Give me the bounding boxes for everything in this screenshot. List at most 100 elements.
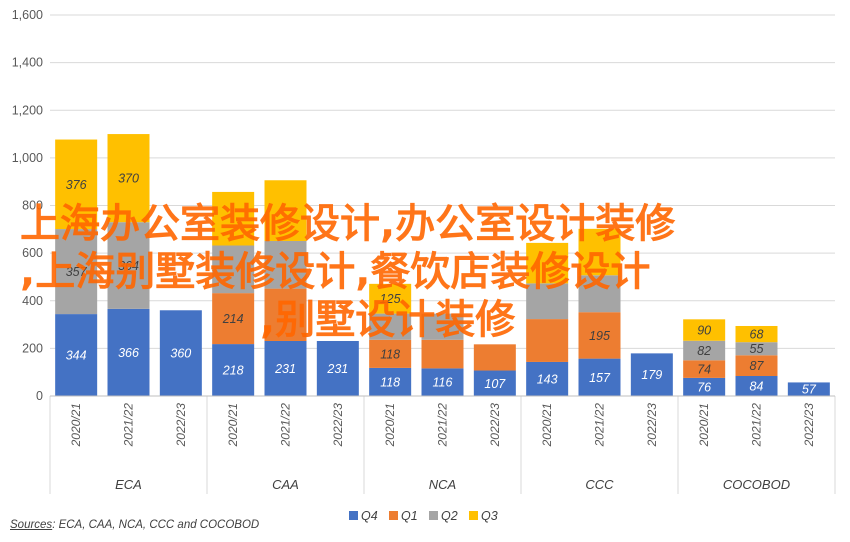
x-tick-label: 2021/22 — [593, 403, 607, 448]
legend-swatch-q4 — [349, 511, 358, 520]
bar-segment-q2 — [369, 313, 412, 340]
data-label: 195 — [589, 329, 610, 343]
bar-segment-q2 — [683, 340, 726, 361]
bar-segment-q3 — [264, 180, 307, 241]
x-tick-label: 2022/23 — [645, 403, 659, 448]
data-label: 366 — [118, 346, 139, 360]
data-label: 116 — [433, 376, 453, 390]
x-tick-label: 2020/21 — [226, 403, 240, 447]
bar-segment-q2 — [212, 245, 255, 294]
y-tick-label: 400 — [22, 294, 43, 308]
legend-swatch-q2 — [429, 511, 438, 520]
bar-segment-q4 — [159, 310, 202, 396]
bar-segment-q1 — [578, 312, 621, 359]
data-label: 360 — [170, 347, 191, 361]
bar-segment-q2 — [264, 240, 307, 289]
group-label: ECA — [115, 477, 142, 492]
bar-segment-q3 — [55, 139, 98, 230]
bar-segment-q4 — [316, 340, 359, 396]
x-tick-label: 2022/23 — [802, 403, 816, 448]
legend-label-q2: Q2 — [441, 509, 458, 523]
y-tick-label: 1,600 — [12, 8, 43, 22]
bar-segment-q2 — [107, 222, 150, 309]
data-label: 370 — [118, 172, 139, 186]
legend-label-q4: Q4 — [361, 509, 378, 523]
y-tick-label: 800 — [22, 199, 43, 213]
y-tick-label: 1,400 — [12, 56, 43, 70]
source-label: Sources — [10, 519, 53, 531]
x-tick-label: 2020/21 — [69, 403, 83, 447]
bar-segment-q4 — [526, 361, 569, 396]
gridlines — [50, 14, 835, 349]
bar-segment-q1 — [473, 344, 516, 371]
bar-segment-q1 — [421, 339, 464, 369]
y-tick-label: 600 — [22, 246, 43, 260]
x-tick-label: 2022/23 — [488, 403, 502, 448]
bar-segment-q1 — [735, 355, 778, 376]
data-label: 364 — [118, 259, 139, 273]
bar-segment-q1 — [264, 288, 307, 341]
data-label: 57 — [802, 383, 817, 397]
bar-segment-q1 — [683, 360, 726, 378]
group-label: COCOBOD — [723, 477, 790, 492]
data-label: 218 — [222, 364, 244, 378]
bar-segment-q3 — [212, 191, 255, 246]
data-label: 357 — [66, 265, 88, 279]
bar-segment-q4 — [369, 367, 412, 396]
group-label: CAA — [272, 477, 299, 492]
bar-segment-q4 — [578, 358, 621, 396]
source-text: : ECA, CAA, NCA, CCC and COCOBOD — [52, 519, 260, 531]
x-tick-label: 2022/23 — [174, 403, 188, 448]
bar-segment-q2 — [735, 342, 778, 356]
bar-segment-q4 — [683, 377, 726, 396]
bar-segment-q4 — [787, 382, 830, 396]
bars: 344 357 376 366 364 370 360 218 214 231 231 118 118 1… — [55, 134, 830, 397]
data-label: 231 — [274, 362, 296, 376]
data-label: 344 — [66, 349, 87, 363]
data-label: 55 — [750, 342, 764, 356]
bar-segment-q3 — [526, 242, 569, 284]
x-tick-label: 2020/21 — [383, 403, 397, 447]
data-label: 68 — [750, 328, 764, 342]
bar-segment-q4 — [421, 368, 464, 396]
bar-segment-q2 — [578, 275, 621, 313]
bar-segment-q4 — [212, 344, 255, 396]
bar-segment-q3 — [369, 283, 412, 314]
data-label: 179 — [641, 368, 662, 382]
data-label: 376 — [66, 178, 87, 192]
data-label: 84 — [750, 379, 764, 393]
bar-segment-q4 — [107, 308, 150, 396]
x-tick-label: 2021/22 — [750, 403, 764, 448]
data-label: 157 — [589, 371, 611, 385]
x-tick-label: 2020/21 — [540, 403, 554, 447]
group-label: CCC — [585, 477, 614, 492]
source-note: Sources: ECA, CAA, NCA, CCC and COCOBOD — [10, 519, 259, 531]
data-label: 118 — [380, 375, 400, 389]
x-tick-label: 2021/22 — [122, 403, 136, 448]
legend-swatch-q3 — [469, 511, 478, 520]
data-label: 143 — [537, 372, 558, 386]
legend-label-q1: Q1 — [401, 509, 418, 523]
bar-segment-q3 — [683, 319, 726, 341]
bar-segment-q2 — [421, 313, 464, 340]
group-label: NCA — [429, 477, 456, 492]
y-tick-label: 200 — [22, 341, 43, 355]
y-axis: 0 200 400 600 800 1,000 1,200 1,400 1,600 — [12, 8, 43, 403]
bar-segment-q1 — [526, 319, 569, 362]
x-tick-label: 2021/22 — [436, 403, 450, 448]
bar-segment-q2 — [55, 229, 98, 315]
bar-segment-q3 — [107, 134, 150, 223]
bar-segment-q3 — [578, 228, 621, 276]
y-tick-label: 1,000 — [12, 151, 43, 165]
data-label: 87 — [750, 359, 765, 373]
x-tick-label: 2021/22 — [279, 403, 293, 448]
bar-segment-q3 — [735, 325, 778, 343]
data-label: 118 — [380, 347, 400, 361]
legend-label-q3: Q3 — [481, 509, 498, 523]
data-label: 82 — [697, 344, 711, 358]
bar-segment-q1 — [369, 339, 412, 368]
legend: Q4 Q1 Q2 Q3 — [349, 509, 498, 523]
bar-segment-q2 — [526, 283, 569, 320]
bar-segment-q1 — [212, 293, 255, 345]
